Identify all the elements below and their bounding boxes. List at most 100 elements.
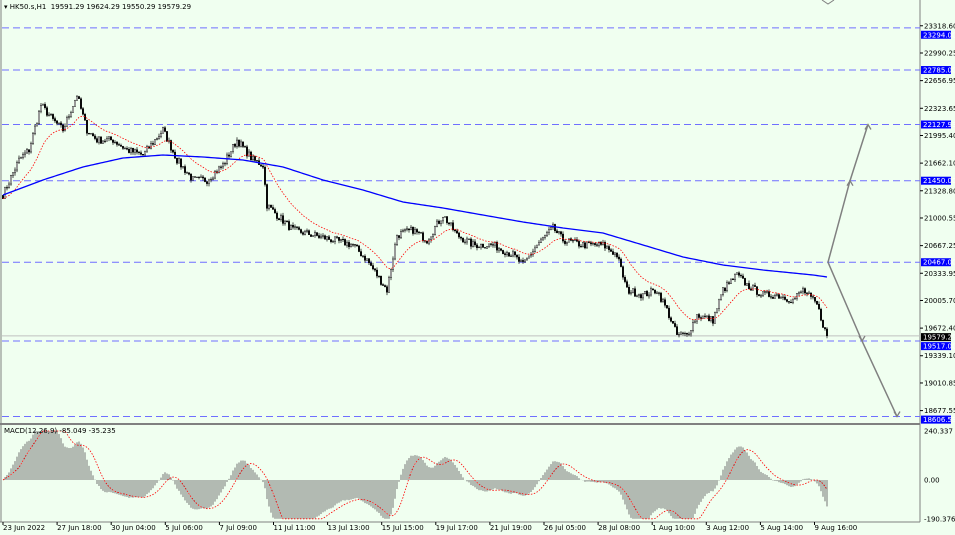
x-tick-label: 30 Jun 04:00 — [111, 524, 155, 532]
candle-body — [604, 241, 607, 249]
candle-body — [736, 272, 739, 275]
candle-body — [89, 133, 92, 135]
candle-body — [169, 140, 172, 151]
candle-body — [464, 241, 467, 243]
candle-body — [514, 251, 517, 256]
candle-body — [486, 246, 489, 249]
candle-body — [628, 286, 631, 294]
candle-body — [294, 226, 297, 228]
y-tick-label: 23318.60 — [924, 22, 955, 30]
candle-body — [674, 323, 677, 327]
y-tick-label: 19339.10 — [924, 352, 955, 360]
candle-body — [266, 184, 269, 209]
candle-body — [155, 138, 158, 140]
candle-body — [814, 297, 817, 302]
candle-body — [474, 241, 477, 246]
candle-body — [352, 244, 355, 246]
candle-body — [792, 298, 795, 303]
candle-body — [564, 240, 567, 244]
candle-body — [446, 216, 449, 223]
level-badge — [921, 176, 951, 185]
candle-body — [157, 136, 160, 139]
candle-body — [175, 158, 178, 164]
candle-body — [394, 244, 397, 260]
candle-body — [324, 235, 327, 240]
candle-body — [624, 277, 627, 282]
candle-body — [476, 244, 479, 248]
fast-ma-line — [2, 115, 828, 321]
candle-body — [568, 238, 571, 243]
candle-body — [314, 232, 317, 236]
candle-body — [256, 160, 259, 162]
candle-body — [766, 291, 769, 293]
candle-body — [304, 231, 307, 235]
candle-body — [264, 166, 267, 185]
candle-body — [658, 292, 661, 294]
candle-body — [572, 240, 575, 242]
macd-signal-line — [2, 430, 828, 520]
candle-body — [580, 245, 583, 247]
x-tick-label: 1 Aug 10:00 — [652, 524, 695, 532]
candle-body — [724, 287, 727, 292]
candle-body — [666, 305, 669, 309]
candle-body — [802, 288, 805, 293]
candle-body — [648, 294, 651, 297]
candle-body — [734, 274, 737, 281]
candle-body — [139, 152, 142, 155]
candle-body — [730, 278, 733, 284]
candle-body — [508, 252, 511, 257]
candle-body — [608, 246, 611, 250]
level-label: 20467.00 — [923, 259, 955, 267]
candle-body — [610, 249, 613, 252]
candle-body — [534, 247, 537, 252]
y-tick-label: 19672.40 — [924, 325, 955, 333]
candle-body — [458, 232, 461, 238]
level-badge — [921, 342, 951, 351]
x-tick-label: 21 Jul 19:00 — [490, 524, 532, 532]
candle-body — [636, 295, 639, 297]
candle-body — [598, 242, 601, 246]
candle-body — [400, 231, 403, 238]
candle-body — [708, 315, 711, 321]
candle-body — [270, 204, 273, 208]
level-badge — [921, 30, 951, 39]
candle-body — [79, 98, 82, 109]
candle-body — [306, 230, 309, 232]
candle-body — [562, 233, 565, 242]
candle-body — [804, 288, 807, 294]
candle-body — [223, 163, 226, 165]
candle-body — [692, 321, 695, 331]
candle-body — [235, 139, 238, 147]
candle-body — [440, 220, 443, 224]
candle-body — [99, 136, 102, 144]
candle-body — [512, 251, 515, 257]
candle-body — [422, 232, 425, 241]
candle-body — [586, 241, 589, 249]
candle-body — [678, 334, 681, 336]
candle-body — [153, 139, 156, 145]
candle-body — [296, 226, 299, 228]
candle-body — [276, 212, 279, 219]
candle-body — [686, 333, 689, 335]
candle-body — [542, 237, 545, 240]
candle-body — [362, 255, 365, 257]
candle-body — [388, 277, 391, 293]
candle-body — [412, 226, 415, 234]
candle-body — [67, 116, 70, 118]
candle-body — [386, 286, 389, 293]
x-tick-label: 19 Jul 17:00 — [436, 524, 478, 532]
ohlc-readout: 19591.29 19624.29 19550.29 19579.29 — [50, 3, 192, 11]
x-tick-label: 3 Aug 12:00 — [706, 524, 749, 532]
level-label: 19517.00 — [923, 343, 955, 351]
candle-body — [480, 244, 483, 248]
candle-body — [468, 238, 471, 240]
candle-body — [203, 177, 206, 182]
candle-body — [616, 252, 619, 258]
candle-body — [392, 258, 395, 270]
candle-body — [642, 293, 645, 299]
candle-body — [460, 236, 463, 239]
candle-body — [578, 241, 581, 247]
candle-body — [416, 229, 419, 233]
